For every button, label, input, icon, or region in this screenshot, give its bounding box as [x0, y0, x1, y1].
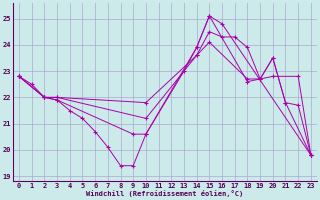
X-axis label: Windchill (Refroidissement éolien,°C): Windchill (Refroidissement éolien,°C) [86, 190, 244, 197]
